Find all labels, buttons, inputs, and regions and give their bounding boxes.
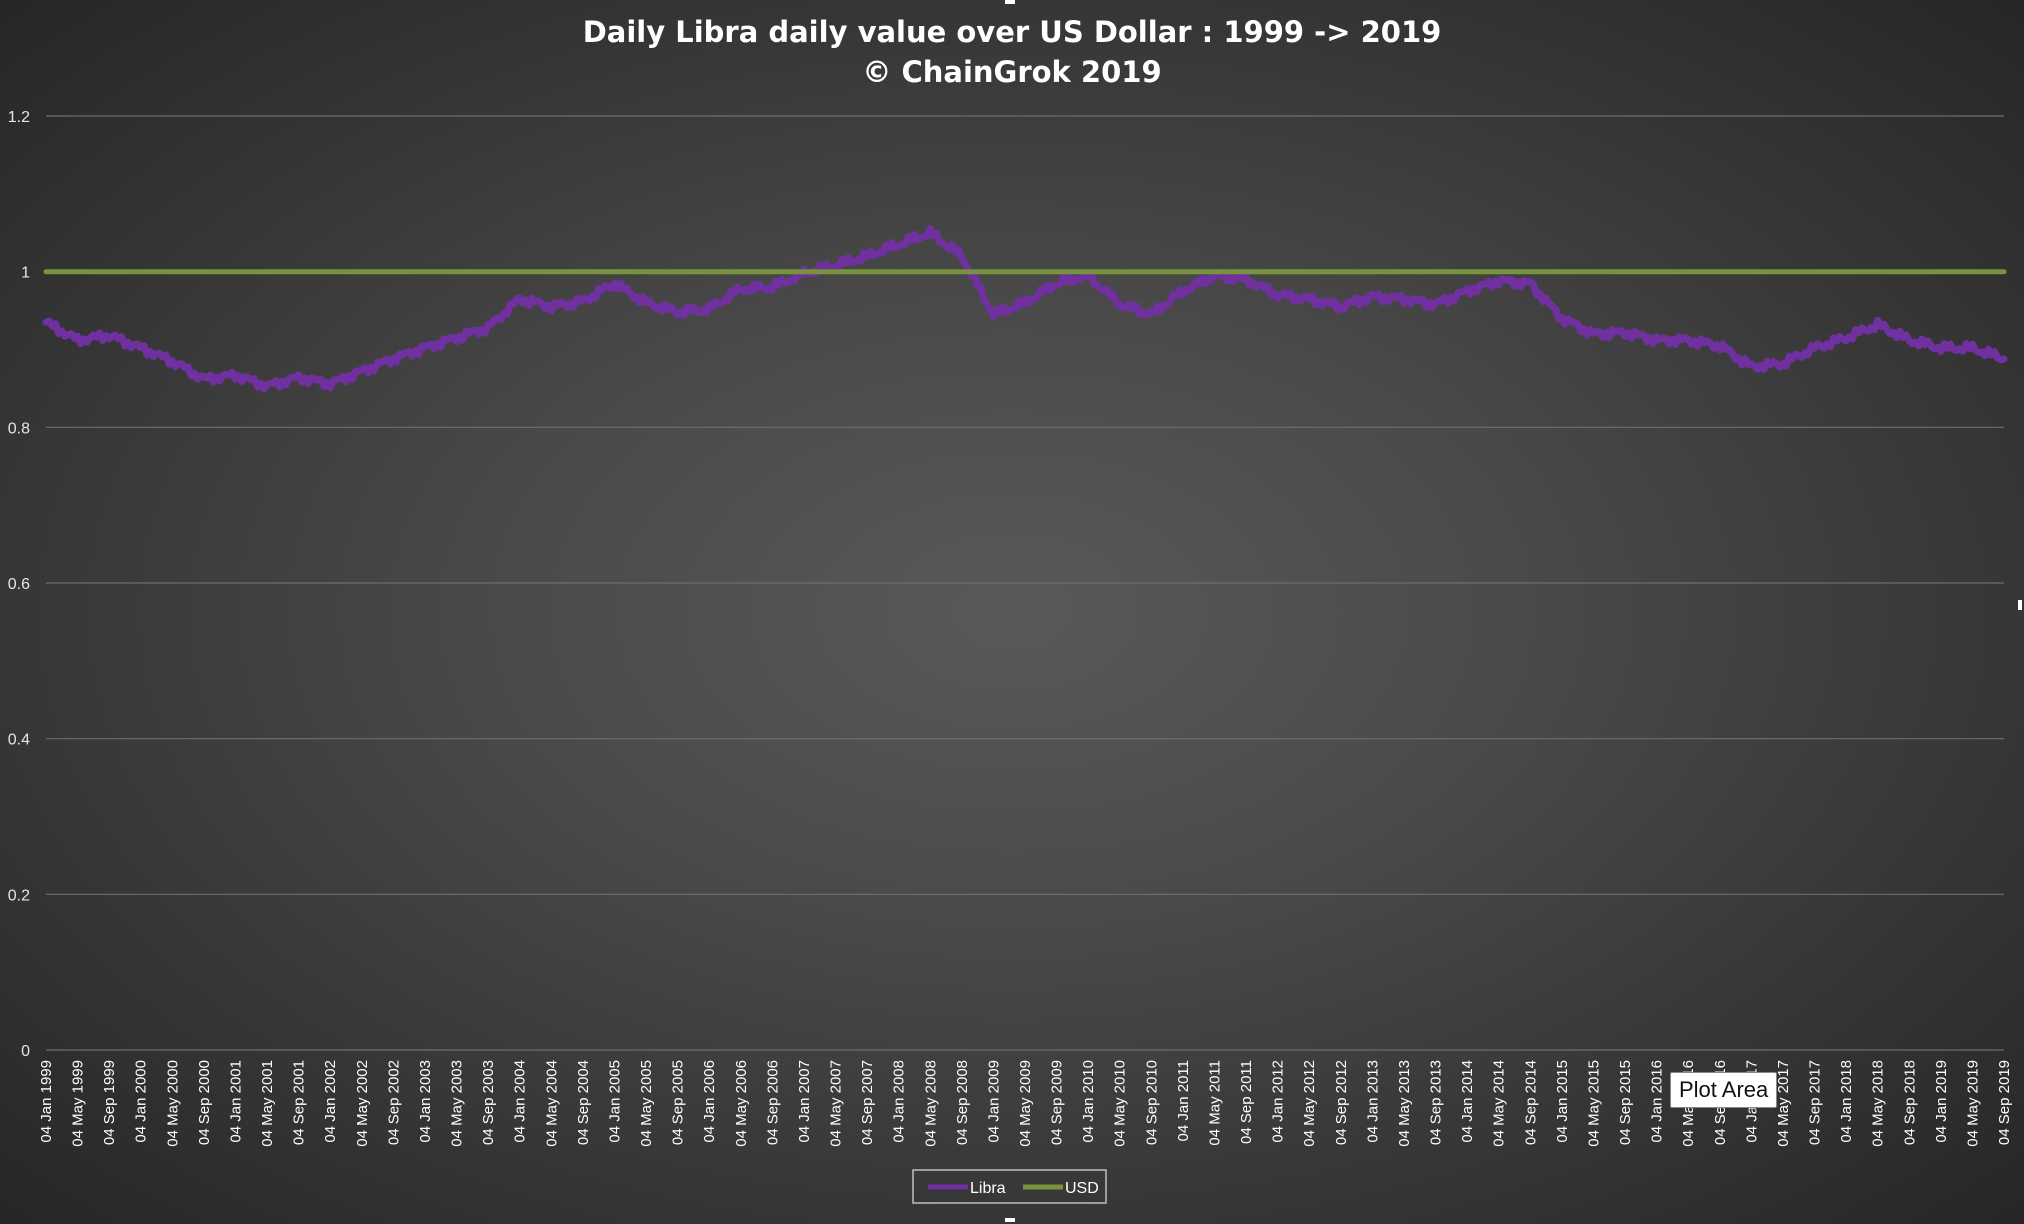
x-tick-label: 04 Jan 2016 [1649,1060,1666,1143]
bottom-resize-handle[interactable] [1005,1218,1015,1222]
x-tick-label: 04 May 2003 [449,1060,466,1147]
x-tick-label: 04 Jan 2005 [606,1060,623,1143]
x-tick-label: 04 May 2002 [354,1060,371,1147]
y-tick-label: 0.8 [8,420,30,437]
x-tick-label: 04 May 2015 [1585,1060,1602,1147]
x-tick-label: 04 Jan 2004 [512,1060,529,1143]
x-tick-label: 04 May 2017 [1775,1060,1792,1147]
x-tick-label: 04 Sep 2013 [1428,1060,1445,1145]
x-tick-label: 04 Jan 2000 [133,1060,150,1143]
y-tick-label: 1.2 [8,109,30,126]
plot-area-tooltip: Plot Area [1670,1072,1778,1108]
legend-label-libra: Libra [970,1180,1006,1197]
x-tick-label: 04 Sep 2005 [670,1060,687,1145]
x-tick-label: 04 May 2005 [638,1060,655,1147]
chart-title: Daily Libra daily value over US Dollar :… [583,15,1442,49]
x-tick-label: 04 Sep 2008 [954,1060,971,1145]
y-tick-label: 0.4 [8,732,30,749]
x-tick-label: 04 Sep 2000 [196,1060,213,1145]
x-tick-label: 04 Sep 2007 [859,1060,876,1145]
series-line-libra [42,225,2008,393]
x-tick-label: 04 Jan 2007 [796,1060,813,1143]
x-tick-label: 04 May 2004 [543,1060,560,1147]
x-tick-label: 04 Jan 2006 [701,1060,718,1143]
x-tick-label: 04 May 2006 [733,1060,750,1147]
x-tick-label: 04 Sep 2012 [1333,1060,1350,1145]
x-tick-label: 04 Jan 1999 [38,1060,55,1143]
x-tick-label: 04 Sep 2002 [385,1060,402,1145]
x-tick-label: 04 Jan 2008 [891,1060,908,1143]
y-tick-label: 0.6 [8,576,30,593]
x-tick-label: 04 Sep 2018 [1901,1060,1918,1145]
x-tick-label: 04 Sep 2009 [1049,1060,1066,1145]
x-tick-label: 04 Sep 1999 [101,1060,118,1145]
x-tick-label: 04 May 2018 [1870,1060,1887,1147]
legend-label-usd: USD [1065,1180,1099,1197]
top-resize-handle[interactable] [1005,0,1015,4]
x-tick-label: 04 May 2007 [828,1060,845,1147]
x-tick-label: 04 Sep 2011 [1238,1060,1255,1144]
x-tick-label: 04 Jan 2019 [1933,1060,1950,1143]
x-tick-label: 04 May 2001 [259,1060,276,1147]
x-tick-label: 04 Jan 2014 [1459,1060,1476,1143]
x-tick-label: 04 Jan 2012 [1270,1060,1287,1143]
x-tick-label: 04 May 2008 [922,1060,939,1147]
right-resize-handle[interactable] [2018,600,2022,610]
x-tick-label: 04 May 2013 [1396,1060,1413,1147]
x-tick-label: 04 Jan 2011 [1175,1060,1192,1141]
x-tick-label: 04 Jan 2002 [322,1060,339,1143]
x-tick-label: 04 May 2009 [1017,1060,1034,1147]
x-tick-label: 04 Sep 2006 [764,1060,781,1145]
legend-frame [912,1169,1107,1204]
x-tick-label: 04 May 2014 [1491,1060,1508,1147]
x-tick-label: 04 May 2010 [1112,1060,1129,1147]
x-tick-label: 04 May 2011 [1206,1060,1223,1146]
x-tick-label: 04 Jan 2003 [417,1060,434,1143]
x-tick-label: 04 Sep 2010 [1143,1060,1160,1145]
x-tick-label: 04 Sep 2014 [1522,1060,1539,1145]
x-tick-label: 04 Jan 2009 [985,1060,1002,1143]
x-tick-label: 04 Sep 2004 [575,1060,592,1145]
y-tick-label: 0 [21,1043,30,1060]
x-tick-label: 04 May 2000 [164,1060,181,1147]
legend: Libra USD [912,1169,1107,1204]
y-tick-label: 1 [21,265,30,282]
x-tick-label: 04 Sep 2017 [1807,1060,1824,1145]
x-tick-label: 04 Sep 2003 [480,1060,497,1145]
x-tick-label: 04 Jan 2015 [1554,1060,1571,1143]
x-tick-label: 04 Sep 2001 [291,1060,308,1145]
x-tick-label: 04 May 2019 [1964,1060,1981,1147]
x-tick-label: 04 Jan 2013 [1364,1060,1381,1143]
x-tick-label: 04 May 2012 [1301,1060,1318,1147]
chart-subtitle: © ChainGrok 2019 [862,55,1161,89]
x-tick-label: 04 May 1999 [70,1060,87,1147]
x-tick-label: 04 Jan 2010 [1080,1060,1097,1143]
y-tick-label: 0.2 [8,887,30,904]
x-tick-label: 04 Jan 2018 [1838,1060,1855,1143]
x-tick-label: 04 Jan 2001 [227,1060,244,1143]
x-tick-label: 04 Sep 2019 [1996,1060,2013,1145]
x-tick-label: 04 Sep 2015 [1617,1060,1634,1145]
